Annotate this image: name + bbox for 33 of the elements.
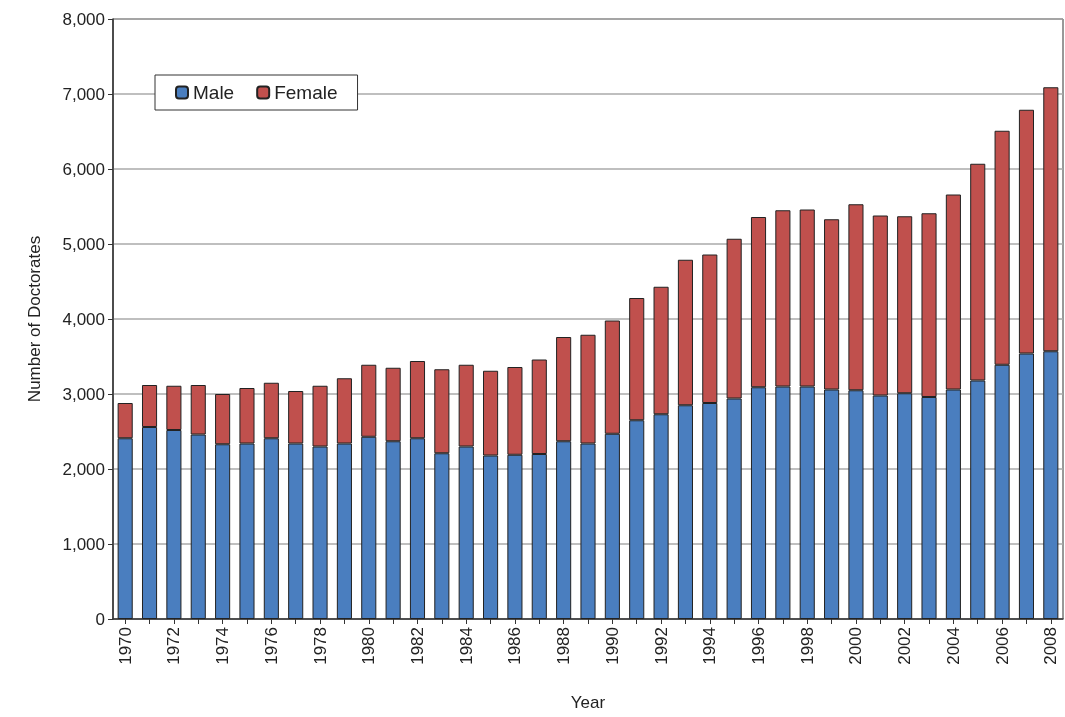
x-tick-label: 1982 [407,627,427,665]
x-tick-label: 1980 [359,627,379,665]
x-axis-title: Year [570,693,606,712]
y-tick-label: 7,000 [62,84,105,104]
x-tick-label: 2008 [1041,627,1061,665]
x-tick-label: 1974 [213,627,233,665]
x-tick-label: 1996 [749,627,769,665]
y-tick-label: 2,000 [62,459,105,479]
y-tick-label: 8,000 [62,9,105,29]
y-axis-title: Number of Doctorates [25,235,44,403]
y-tick-label: 1,000 [62,534,105,554]
legend-label: Female [274,82,338,103]
x-tick-label: 1990 [602,627,622,665]
x-tick-label: 1984 [456,627,476,665]
x-tick-label: 2000 [846,627,866,665]
x-tick-label: 2006 [992,627,1012,665]
x-tick-label: 2004 [943,627,963,665]
legend-label: Male [193,82,235,103]
y-tick-label: 4,000 [62,309,105,329]
x-tick-label: 1976 [261,627,281,665]
x-tick-label: 1994 [700,627,720,665]
y-tick-label: 3,000 [62,384,105,404]
x-tick-label: 1978 [310,627,330,665]
x-tick-label: 1998 [797,627,817,665]
y-tick-label: 5,000 [62,234,105,254]
x-tick-label: 1972 [164,627,184,665]
y-tick-label: 6,000 [62,159,105,179]
y-tick-label: 0 [95,609,105,629]
x-tick-label: 1970 [115,627,135,665]
x-tick-label: 1988 [554,627,574,665]
x-tick-label: 2002 [895,627,915,665]
x-tick-label: 1986 [505,627,525,665]
x-tick-label: 1992 [651,627,671,665]
